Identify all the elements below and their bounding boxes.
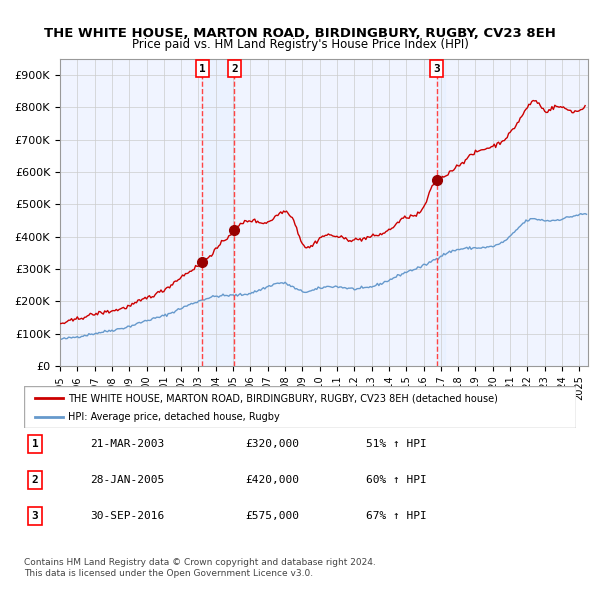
Text: 3: 3: [433, 64, 440, 74]
Text: 60% ↑ HPI: 60% ↑ HPI: [366, 475, 427, 485]
Text: £320,000: £320,000: [245, 439, 299, 449]
FancyBboxPatch shape: [24, 386, 576, 428]
Text: HPI: Average price, detached house, Rugby: HPI: Average price, detached house, Rugb…: [68, 412, 280, 422]
Text: 2: 2: [231, 64, 238, 74]
Text: This data is licensed under the Open Government Licence v3.0.: This data is licensed under the Open Gov…: [24, 569, 313, 578]
Text: THE WHITE HOUSE, MARTON ROAD, BIRDINGBURY, RUGBY, CV23 8EH (detached house): THE WHITE HOUSE, MARTON ROAD, BIRDINGBUR…: [68, 393, 498, 403]
Text: Price paid vs. HM Land Registry's House Price Index (HPI): Price paid vs. HM Land Registry's House …: [131, 38, 469, 51]
Text: £575,000: £575,000: [245, 511, 299, 521]
Text: 2: 2: [32, 475, 38, 485]
Text: 3: 3: [32, 511, 38, 521]
Bar: [437, 59, 445, 366]
Text: 21-MAR-2003: 21-MAR-2003: [90, 439, 164, 449]
Text: 30-SEP-2016: 30-SEP-2016: [90, 511, 164, 521]
Text: Contains HM Land Registry data © Crown copyright and database right 2024.: Contains HM Land Registry data © Crown c…: [24, 558, 376, 566]
Text: 51% ↑ HPI: 51% ↑ HPI: [366, 439, 427, 449]
Text: THE WHITE HOUSE, MARTON ROAD, BIRDINGBURY, RUGBY, CV23 8EH: THE WHITE HOUSE, MARTON ROAD, BIRDINGBUR…: [44, 27, 556, 40]
Text: £420,000: £420,000: [245, 475, 299, 485]
Text: 67% ↑ HPI: 67% ↑ HPI: [366, 511, 427, 521]
Text: 28-JAN-2005: 28-JAN-2005: [90, 475, 164, 485]
Text: 1: 1: [32, 439, 38, 449]
Bar: [202, 59, 235, 366]
Text: 1: 1: [199, 64, 206, 74]
